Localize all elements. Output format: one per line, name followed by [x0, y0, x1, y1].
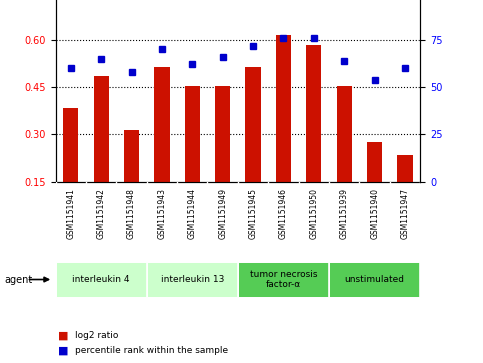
Bar: [398, 155, 412, 182]
Bar: [147, 262, 238, 297]
Text: ■: ■: [58, 345, 69, 355]
Text: ■: ■: [58, 331, 69, 341]
Text: GSM1151947: GSM1151947: [400, 188, 410, 239]
Text: interleukin 13: interleukin 13: [161, 275, 224, 284]
Text: unstimulated: unstimulated: [345, 275, 405, 284]
Text: GSM1151945: GSM1151945: [249, 188, 257, 239]
Text: GSM1151941: GSM1151941: [66, 188, 75, 239]
Bar: [337, 86, 352, 182]
Text: log2 ratio: log2 ratio: [75, 331, 118, 340]
Text: tumor necrosis
factor-α: tumor necrosis factor-α: [250, 270, 317, 289]
Bar: [245, 67, 261, 182]
Text: GSM1151943: GSM1151943: [157, 188, 167, 239]
Bar: [185, 86, 200, 182]
Bar: [367, 142, 382, 182]
Text: GSM1151949: GSM1151949: [218, 188, 227, 239]
Bar: [56, 262, 147, 297]
Text: GSM1151948: GSM1151948: [127, 188, 136, 239]
Bar: [238, 262, 329, 297]
Text: GSM1151944: GSM1151944: [188, 188, 197, 239]
Bar: [306, 45, 322, 182]
Bar: [63, 107, 78, 182]
Bar: [329, 262, 420, 297]
Text: GSM1151950: GSM1151950: [309, 188, 318, 239]
Text: agent: agent: [5, 274, 33, 285]
Bar: [94, 76, 109, 182]
Text: interleukin 4: interleukin 4: [72, 275, 130, 284]
Text: GSM1151946: GSM1151946: [279, 188, 288, 239]
Bar: [154, 67, 170, 182]
Text: GSM1151939: GSM1151939: [340, 188, 349, 239]
Bar: [276, 35, 291, 182]
Bar: [124, 130, 139, 182]
Bar: [215, 86, 230, 182]
Text: percentile rank within the sample: percentile rank within the sample: [75, 346, 228, 355]
Text: GSM1151942: GSM1151942: [97, 188, 106, 239]
Text: GSM1151940: GSM1151940: [370, 188, 379, 239]
